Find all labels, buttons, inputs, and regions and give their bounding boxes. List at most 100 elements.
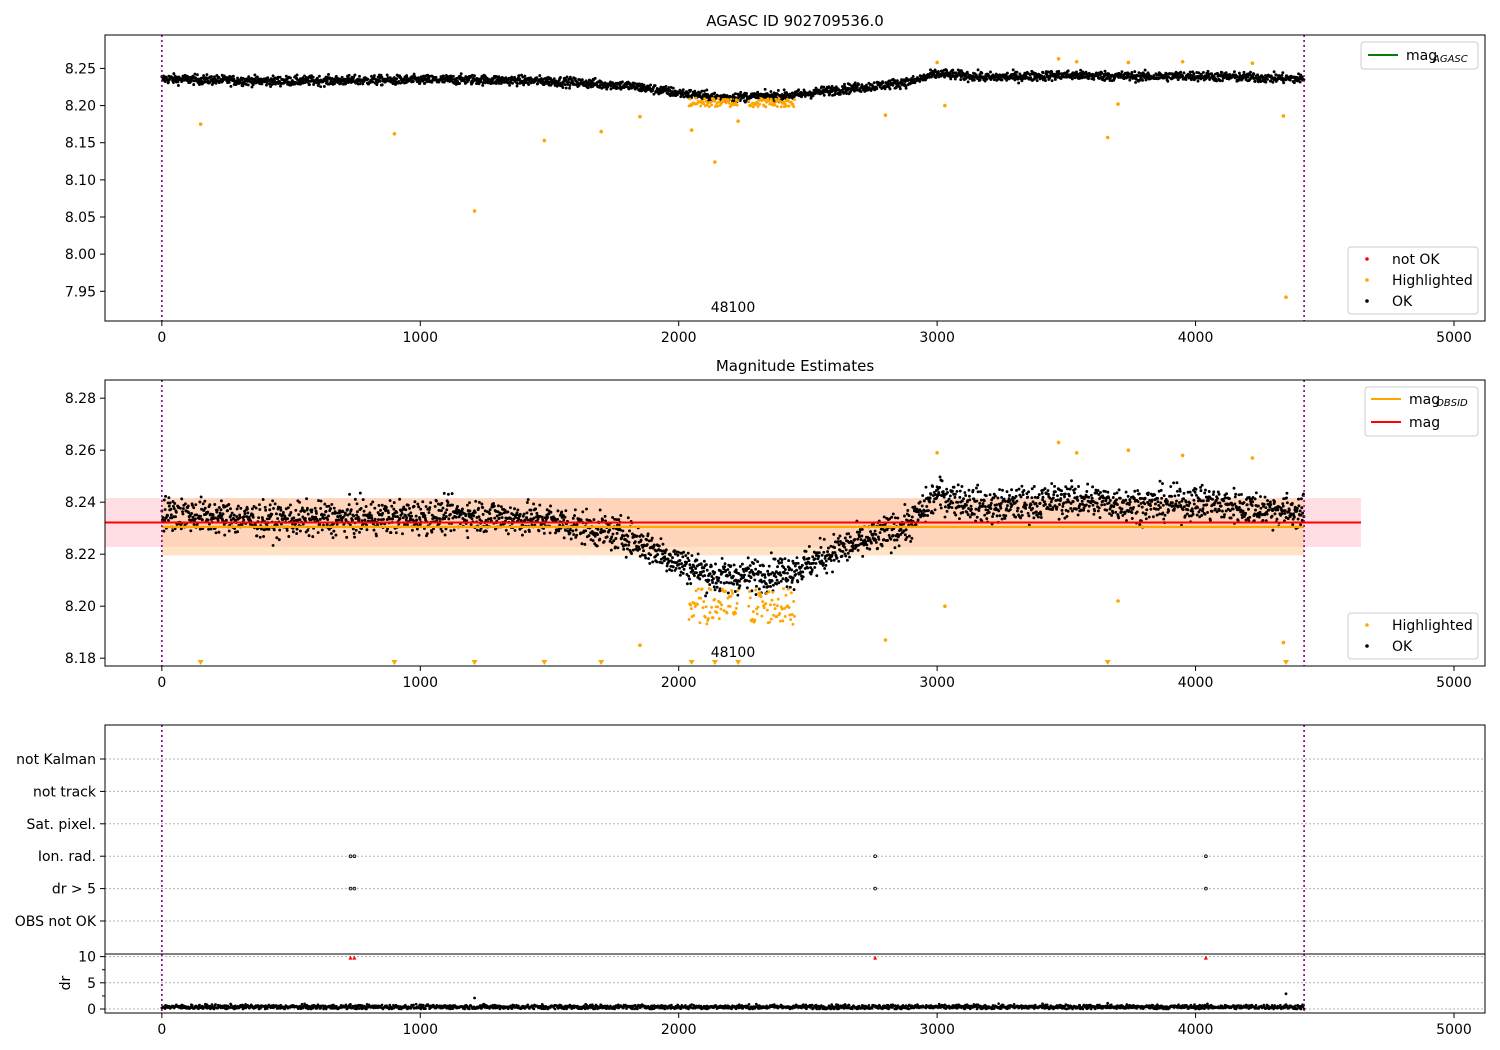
- ok-point: [418, 517, 422, 521]
- ok-point: [549, 504, 552, 508]
- ok-point: [273, 502, 277, 506]
- highlighted-point: [599, 129, 603, 134]
- ok-point: [192, 523, 196, 527]
- ok-point: [782, 88, 786, 92]
- ok-point: [605, 87, 609, 91]
- highlighted-point: [943, 103, 947, 108]
- ok-point: [444, 511, 447, 515]
- highlighted-point: [709, 100, 713, 104]
- ok-point: [671, 565, 675, 569]
- ok-point: [162, 498, 166, 502]
- ok-point: [564, 509, 568, 513]
- ok-point: [349, 508, 353, 512]
- ok-point: [763, 573, 767, 577]
- ok-point: [645, 538, 649, 542]
- ok-point: [900, 78, 904, 82]
- ok-point: [754, 584, 758, 588]
- highlighted-point: [699, 104, 703, 108]
- ok-point: [887, 533, 891, 537]
- ok-point: [308, 83, 311, 87]
- ok-point: [274, 512, 278, 516]
- ok-point: [522, 512, 526, 516]
- ok-point: [769, 585, 772, 588]
- ok-point: [661, 542, 665, 546]
- ok-point: [955, 489, 959, 493]
- ok-point: [1197, 71, 1201, 75]
- ok-point: [257, 516, 261, 520]
- ok-point: [229, 84, 233, 88]
- ok-point: [971, 488, 975, 492]
- ok-point: [219, 508, 223, 512]
- ok-point: [929, 492, 933, 496]
- ok-point: [733, 590, 737, 593]
- ok-point: [876, 546, 880, 550]
- ok-point: [556, 517, 560, 521]
- p1-ytick-label: 8.10: [65, 173, 96, 189]
- ok-point: [769, 90, 773, 94]
- ok-point: [617, 518, 621, 522]
- ok-point: [354, 528, 358, 532]
- ok-point: [213, 503, 217, 506]
- ok-point: [1166, 79, 1170, 83]
- ok-point: [668, 94, 672, 98]
- ok-point: [705, 568, 709, 572]
- ok-point: [966, 513, 970, 517]
- ok-point: [652, 543, 656, 547]
- ok-point: [705, 88, 709, 92]
- ok-point: [286, 506, 290, 510]
- p2-xtick-label: 1000: [402, 675, 438, 691]
- highlighted-point: [761, 98, 765, 102]
- ok-point: [408, 506, 411, 510]
- ok-point: [687, 574, 691, 578]
- ok-point: [633, 81, 636, 85]
- ok-point: [499, 505, 503, 509]
- ok-point: [379, 508, 383, 512]
- ok-point: [525, 501, 529, 504]
- ok-point: [527, 83, 531, 86]
- ok-point: [786, 571, 789, 575]
- p2-ytick-label: 8.22: [65, 547, 96, 563]
- ok-point: [670, 569, 674, 573]
- ok-point: [745, 586, 749, 590]
- ok-point: [958, 517, 961, 521]
- ok-point: [289, 511, 293, 514]
- ok-point: [987, 510, 991, 514]
- ok-point: [388, 499, 392, 502]
- ok-point: [1298, 80, 1302, 84]
- ok-point: [355, 502, 359, 506]
- ok-point: [960, 484, 964, 488]
- ok-point: [738, 99, 742, 102]
- ok-point: [373, 517, 377, 521]
- ok-point: [1103, 69, 1107, 73]
- ok-point: [592, 518, 596, 522]
- ok-point: [1224, 71, 1228, 75]
- ok-point: [450, 492, 454, 496]
- ok-point: [748, 564, 752, 567]
- ok-point: [458, 82, 462, 85]
- ok-point: [362, 509, 366, 513]
- ok-point: [776, 565, 779, 569]
- ok-point: [410, 528, 414, 532]
- panel1-title: AGASC ID 902709536.0: [706, 12, 884, 30]
- ok-point: [972, 78, 976, 82]
- ok-point: [833, 551, 837, 555]
- ok-point: [195, 513, 199, 517]
- ok-point: [880, 544, 884, 548]
- ok-point: [347, 503, 351, 507]
- ok-point: [728, 573, 732, 577]
- ok-point: [657, 544, 661, 548]
- ok-point: [914, 523, 918, 527]
- ok-point: [635, 534, 639, 538]
- ok-point: [535, 511, 539, 515]
- ok-point: [659, 537, 663, 541]
- ok-point: [430, 530, 434, 534]
- p1-legend-swatch: [1365, 299, 1369, 303]
- p1-ytick-label: 8.00: [65, 247, 96, 263]
- ok-point: [801, 570, 805, 574]
- highlighted-point: [715, 101, 719, 105]
- ok-point: [627, 540, 631, 544]
- ok-point: [530, 512, 533, 516]
- ok-point: [1011, 68, 1015, 72]
- ok-point: [965, 70, 969, 74]
- highlighted-point: [472, 209, 477, 213]
